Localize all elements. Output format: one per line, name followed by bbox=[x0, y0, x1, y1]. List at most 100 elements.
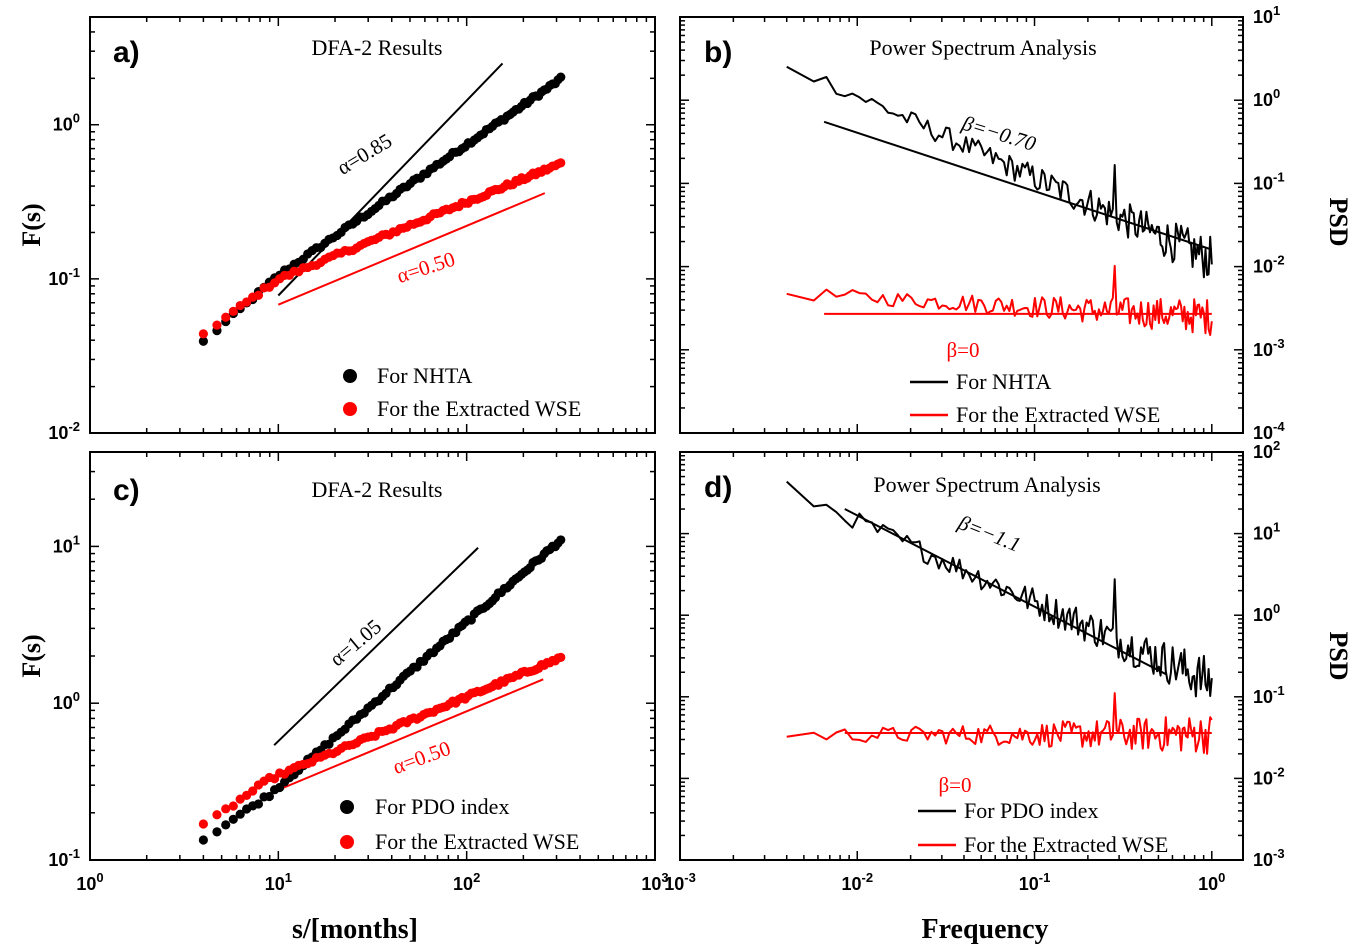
data-point bbox=[264, 791, 274, 802]
legend-label: For the Extracted WSE bbox=[375, 829, 579, 854]
legend-label: For NHTA bbox=[956, 369, 1052, 394]
data-point bbox=[221, 820, 231, 830]
panel-a-title: DFA-2 Results bbox=[312, 35, 443, 60]
fit-line bbox=[823, 120, 1213, 251]
fit-line bbox=[277, 192, 546, 306]
data-point bbox=[248, 786, 258, 796]
panel-b-title: Power Spectrum Analysis bbox=[869, 35, 1096, 60]
fit-line bbox=[277, 62, 504, 297]
panel-d-frame bbox=[679, 451, 1244, 861]
data-point bbox=[198, 329, 208, 339]
panel-d-fit-label-red: β=0 bbox=[938, 773, 971, 797]
legend-marker-red bbox=[340, 835, 354, 849]
y-tick-label: 100 bbox=[53, 111, 80, 135]
y-tick-label: 10-1 bbox=[48, 846, 80, 870]
panel-d-title: Power Spectrum Analysis bbox=[873, 472, 1100, 497]
data-point bbox=[228, 814, 238, 824]
y-tick-label: 100 bbox=[53, 689, 80, 713]
y-tick-label: 10-1 bbox=[1253, 683, 1285, 707]
panel-a-legend: For NHTA For the Extracted WSE bbox=[343, 363, 581, 421]
data-point bbox=[556, 652, 566, 662]
legend-label: For PDO index bbox=[375, 794, 509, 819]
fit-line bbox=[273, 547, 479, 746]
data-point bbox=[235, 809, 245, 819]
legend-label: For the Extracted WSE bbox=[956, 402, 1160, 427]
y-tick-label: 101 bbox=[1253, 3, 1280, 27]
y-tick-label: 101 bbox=[1253, 520, 1280, 544]
spectrum-line bbox=[786, 264, 1213, 336]
data-point bbox=[212, 320, 222, 330]
data-point bbox=[253, 290, 264, 300]
panel-b-legend: For NHTA For the Extracted WSE bbox=[910, 369, 1160, 427]
panel-a-fit-label-black: α=0.85 bbox=[333, 128, 396, 179]
x-tick-label: 102 bbox=[453, 870, 480, 894]
data-point bbox=[198, 336, 208, 346]
data-point bbox=[228, 801, 238, 811]
y-tick-label: 10-3 bbox=[1253, 846, 1285, 870]
data-point bbox=[198, 835, 208, 845]
y-axis-title-right-bottom: PSD bbox=[1324, 631, 1353, 680]
spectrum-line bbox=[786, 65, 1213, 279]
panel-a-letter: a) bbox=[113, 36, 140, 69]
x-tick-label: 10-2 bbox=[841, 870, 873, 894]
y-axis-title-right-top: PSD bbox=[1324, 197, 1353, 246]
data-point bbox=[221, 804, 231, 814]
panel-c-letter: c) bbox=[113, 474, 140, 507]
panel-d-letter: d) bbox=[704, 471, 732, 504]
y-tick-label: 10-2 bbox=[1253, 764, 1285, 788]
y-axis-title-left-bottom: F(s) bbox=[17, 634, 46, 677]
data-point bbox=[556, 72, 566, 82]
data-point bbox=[556, 535, 566, 545]
panel-d-legend: For PDO index For the Extracted WSE bbox=[918, 798, 1168, 857]
panel-b-fit-label-red: β=0 bbox=[946, 338, 979, 362]
y-tick-label: 10-3 bbox=[1253, 336, 1285, 360]
panel-b-frame bbox=[679, 16, 1244, 434]
data-point bbox=[228, 306, 238, 316]
legend-marker-red bbox=[343, 402, 357, 416]
legend-label: For NHTA bbox=[377, 363, 473, 388]
x-tick-label: 10-3 bbox=[664, 870, 696, 894]
spectrum-line bbox=[786, 692, 1213, 755]
y-tick-label: 10-4 bbox=[1253, 419, 1285, 443]
fit-line bbox=[277, 678, 544, 791]
x-tick-label: 103 bbox=[641, 870, 668, 894]
data-point bbox=[221, 312, 231, 322]
spectrum-line bbox=[786, 480, 1213, 698]
y-tick-label: 10-1 bbox=[48, 265, 80, 289]
x-tick-label: 100 bbox=[76, 870, 103, 894]
x-tick-label: 100 bbox=[1198, 870, 1225, 894]
panel-c-legend: For PDO index For the Extracted WSE bbox=[340, 794, 579, 854]
x-tick-label: 10-1 bbox=[1019, 870, 1051, 894]
y-tick-label: 10-2 bbox=[48, 419, 80, 443]
legend-label: For the Extracted WSE bbox=[377, 396, 581, 421]
panel-b-letter: b) bbox=[704, 36, 732, 69]
panel-c-frame bbox=[89, 451, 656, 861]
legend-label: For the Extracted WSE bbox=[964, 832, 1168, 857]
x-axis-title-right: Frequency bbox=[921, 914, 1048, 945]
y-axis-title-left-top: F(s) bbox=[17, 203, 46, 246]
panel-c-fit-label-black: α=1.05 bbox=[325, 614, 386, 671]
x-tick-label: 101 bbox=[265, 870, 292, 894]
panel-a-frame bbox=[89, 16, 656, 434]
data-point bbox=[198, 819, 208, 829]
y-tick-label: 101 bbox=[53, 532, 80, 556]
panel-d-fit-label-black: β=−1.1 bbox=[954, 510, 1024, 557]
legend-label: For PDO index bbox=[964, 798, 1098, 823]
y-tick-label: 100 bbox=[1253, 601, 1280, 625]
data-point bbox=[556, 158, 566, 168]
panel-c-title: DFA-2 Results bbox=[312, 477, 443, 502]
panel-c-fit-label-red: α=0.50 bbox=[389, 736, 453, 779]
legend-marker-black bbox=[340, 800, 354, 814]
y-tick-label: 10-1 bbox=[1253, 169, 1285, 193]
legend-marker-black bbox=[343, 369, 357, 383]
data-point bbox=[212, 827, 222, 837]
plot-marks-layer bbox=[198, 72, 566, 845]
plot-lines-layer bbox=[273, 62, 1213, 791]
axis-ticks-layer: 10-210-110010-410-310-210-110010110-1100… bbox=[48, 3, 1285, 894]
x-axis-title-left: s/[months] bbox=[292, 914, 418, 945]
y-tick-label: 10-2 bbox=[1253, 253, 1285, 277]
data-point bbox=[253, 799, 264, 809]
y-tick-label: 102 bbox=[1253, 438, 1280, 462]
y-tick-label: 100 bbox=[1253, 86, 1280, 110]
